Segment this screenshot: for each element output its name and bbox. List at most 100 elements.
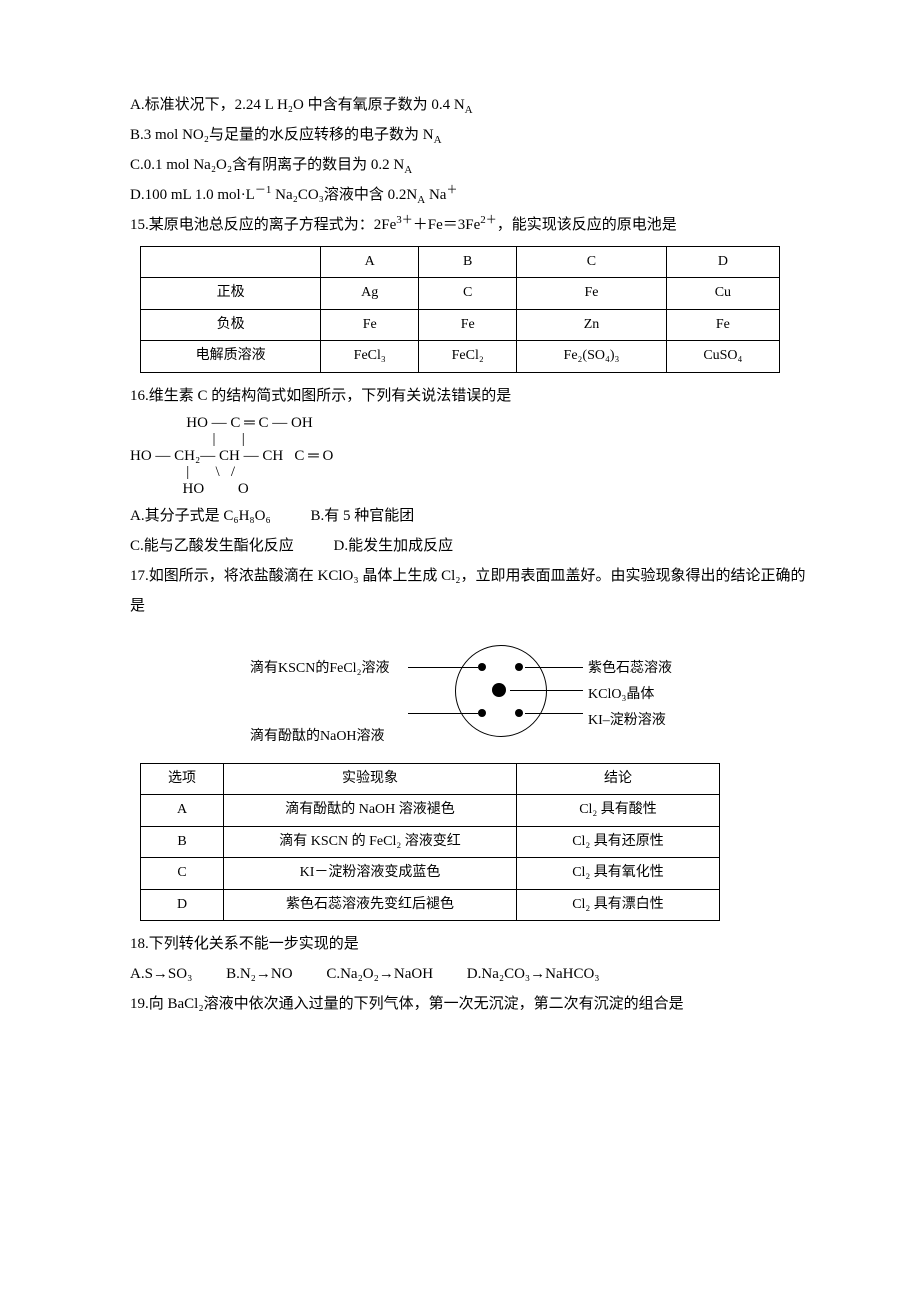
q17-r0-concl: Cl₂ 具有酸性: [517, 795, 720, 826]
q17-label-tr: 紫色石蕊溶液: [588, 655, 672, 683]
q15-r1-c2: Zn: [517, 309, 667, 340]
q15-r0-c2: Fe: [517, 278, 667, 309]
q17-r3-opt: D: [141, 889, 224, 920]
dot-icon: [515, 663, 523, 671]
q16-structure: HO — C ═ C — OH | | HO — CH₂— CH — CH C …: [130, 415, 810, 498]
table-row: 电解质溶液 FeCl₃ FeCl₂ Fe₂(SO₄)₃ CuSO₄: [141, 341, 780, 372]
q17-label-mr: KClO₃晶体: [588, 681, 654, 709]
q15-th-2: B: [419, 247, 517, 278]
q14-d-tail: Na: [425, 187, 446, 203]
q15-th-4: D: [666, 247, 779, 278]
table-row: D 紫色石蕊溶液先变红后褪色 Cl₂ 具有漂白性: [141, 889, 720, 920]
q15-r0-c3: Cu: [666, 278, 779, 309]
q17-r0-opt: A: [141, 795, 224, 826]
q16-option-d: D.能发生加成反应: [334, 531, 454, 561]
q18-options: A.S→SO₃ B.N₂→NO C.Na₂O₂→NaOH D.Na₂CO₃→Na…: [130, 959, 810, 989]
q14-d-sup: －1: [255, 184, 272, 196]
lead-line-icon: [525, 667, 583, 668]
q15-stem: 15.某原电池总反应的离子方程式为：2Fe3＋＋Fe＝3Fe2＋，能实现该反应的…: [130, 210, 810, 240]
lead-line-icon: [510, 690, 583, 691]
q16-struct-l2: | |: [130, 431, 245, 447]
q17-r1-opt: B: [141, 826, 224, 857]
q18-option-b: B.N₂→NO: [226, 959, 292, 989]
q15-th-1: A: [321, 247, 419, 278]
q18-stem: 18.下列转化关系不能一步实现的是: [130, 929, 810, 959]
q14-option-b: B.3 mol NO₂与足量的水反应转移的电子数为 NA: [130, 120, 810, 150]
q15-r1-c1: Fe: [419, 309, 517, 340]
q18-option-a: A.S→SO₃: [130, 959, 192, 989]
table-row: B 滴有 KSCN 的 FeCl₂ 溶液变红 Cl₂ 具有还原性: [141, 826, 720, 857]
q15-stem-tail: ，能实现该反应的原电池是: [497, 217, 677, 233]
q17-label-bl: 滴有酚酞的NaOH溶液: [250, 723, 385, 751]
q15-r0-c0: Ag: [321, 278, 419, 309]
q16-struct-l1: HO — C ═ C — OH: [130, 415, 313, 431]
q14-c-text: C.0.1 mol Na₂O₂含有阴离子的数目为 0.2 N: [130, 157, 404, 173]
q18-option-d: D.Na₂CO₃→NaHCO₃: [467, 959, 600, 989]
q17-r3-phen: 紫色石蕊溶液先变红后褪色: [224, 889, 517, 920]
q16-option-b: B.有 5 种官能团: [310, 501, 414, 531]
lead-line-icon: [525, 713, 583, 714]
dot-icon: [515, 709, 523, 717]
q14-d-pre: D.100 mL 1.0 mol·L: [130, 187, 255, 203]
q16-struct-l4: | \ /: [130, 464, 235, 480]
q14-d-sub: A: [417, 194, 425, 206]
table-row: A 滴有酚酞的 NaOH 溶液褪色 Cl₂ 具有酸性: [141, 795, 720, 826]
q15-r2-c0: FeCl₃: [321, 341, 419, 372]
q17-r2-phen: KI－淀粉溶液变成蓝色: [224, 858, 517, 889]
q14-option-d: D.100 mL 1.0 mol·L－1 Na₂CO₃溶液中含 0.2NA Na…: [130, 180, 810, 210]
q15-stem-s2: 2＋: [480, 214, 497, 226]
q15-stem-mid: ＋Fe＝3Fe: [413, 217, 481, 233]
q17-r2-opt: C: [141, 858, 224, 889]
q15-r2-label: 电解质溶液: [141, 341, 321, 372]
q17-th-0: 选项: [141, 764, 224, 795]
q14-c-sub: A: [404, 164, 412, 176]
table-row: 正极 Ag C Fe Cu: [141, 278, 780, 309]
q14-a-sub: A: [465, 104, 473, 116]
table-row: C KI－淀粉溶液变成蓝色 Cl₂ 具有氧化性: [141, 858, 720, 889]
dot-icon: [478, 709, 486, 717]
q15-r0-c1: C: [419, 278, 517, 309]
q17-r0-phen: 滴有酚酞的 NaOH 溶液褪色: [224, 795, 517, 826]
q19-stem: 19.向 BaCl₂溶液中依次通入过量的下列气体，第一次无沉淀，第二次有沉淀的组…: [130, 989, 810, 1019]
q16-struct-l3: HO — CH₂— CH — CH C ═ O: [130, 448, 333, 464]
q17-table: 选项 实验现象 结论 A 滴有酚酞的 NaOH 溶液褪色 Cl₂ 具有酸性 B …: [140, 763, 720, 921]
lead-line-icon: [408, 713, 478, 714]
q15-stem-s1: 3＋: [396, 214, 413, 226]
q17-stem: 17.如图所示，将浓盐酸滴在 KClO₃ 晶体上生成 Cl₂，立即用表面皿盖好。…: [130, 561, 810, 621]
q15-r2-c3: CuSO₄: [666, 341, 779, 372]
q17-table-header-row: 选项 实验现象 结论: [141, 764, 720, 795]
q16-struct-l5: HO O: [130, 481, 249, 497]
q15-stem-pre: 15.某原电池总反应的离子方程式为：2Fe: [130, 217, 396, 233]
q15-r2-c1: FeCl₂: [419, 341, 517, 372]
q14-option-a: A.标准状况下，2.24 L H₂O 中含有氧原子数为 0.4 NA: [130, 90, 810, 120]
q17-r1-concl: Cl₂ 具有还原性: [517, 826, 720, 857]
q14-a-text: A.标准状况下，2.24 L H₂O 中含有氧原子数为 0.4 N: [130, 97, 465, 113]
q17-r2-concl: Cl₂ 具有氧化性: [517, 858, 720, 889]
dot-icon: [478, 663, 486, 671]
q15-r1-label: 负极: [141, 309, 321, 340]
q15-r1-c3: Fe: [666, 309, 779, 340]
q14-d-sup2: ＋: [446, 184, 457, 196]
q15-r0-label: 正极: [141, 278, 321, 309]
q15-r1-c0: Fe: [321, 309, 419, 340]
q14-b-text: B.3 mol NO₂与足量的水反应转移的电子数为 N: [130, 127, 434, 143]
q17-r1-phen: 滴有 KSCN 的 FeCl₂ 溶液变红: [224, 826, 517, 857]
lead-line-icon: [408, 667, 478, 668]
q15-th-0: [141, 247, 321, 278]
q15-r2-c2: Fe₂(SO₄)₃: [517, 341, 667, 372]
table-row: 负极 Fe Fe Zn Fe: [141, 309, 780, 340]
q15-th-3: C: [517, 247, 667, 278]
q17-label-br: KI–淀粉溶液: [588, 707, 666, 735]
q16-options-row1: A.其分子式是 C₆H₈O₆ B.有 5 种官能团: [130, 501, 810, 531]
q17-label-tl: 滴有KSCN的FeCl₂溶液: [250, 655, 389, 683]
q17-diagram: 滴有KSCN的FeCl₂溶液 紫色石蕊溶液 KClO₃晶体 滴有酚酞的NaOH溶…: [230, 627, 710, 757]
q14-b-sub: A: [434, 134, 442, 146]
q15-table-header-row: A B C D: [141, 247, 780, 278]
q17-r3-concl: Cl₂ 具有漂白性: [517, 889, 720, 920]
q15-table: A B C D 正极 Ag C Fe Cu 负极 Fe Fe Zn Fe 电解质…: [140, 246, 780, 373]
q14-d-mid: Na₂CO₃溶液中含 0.2N: [271, 187, 417, 203]
q16-options-row2: C.能与乙酸发生酯化反应 D.能发生加成反应: [130, 531, 810, 561]
q16-stem: 16.维生素 C 的结构简式如图所示，下列有关说法错误的是: [130, 381, 810, 411]
q14-option-c: C.0.1 mol Na₂O₂含有阴离子的数目为 0.2 NA: [130, 150, 810, 180]
q16-option-c: C.能与乙酸发生酯化反应: [130, 531, 294, 561]
